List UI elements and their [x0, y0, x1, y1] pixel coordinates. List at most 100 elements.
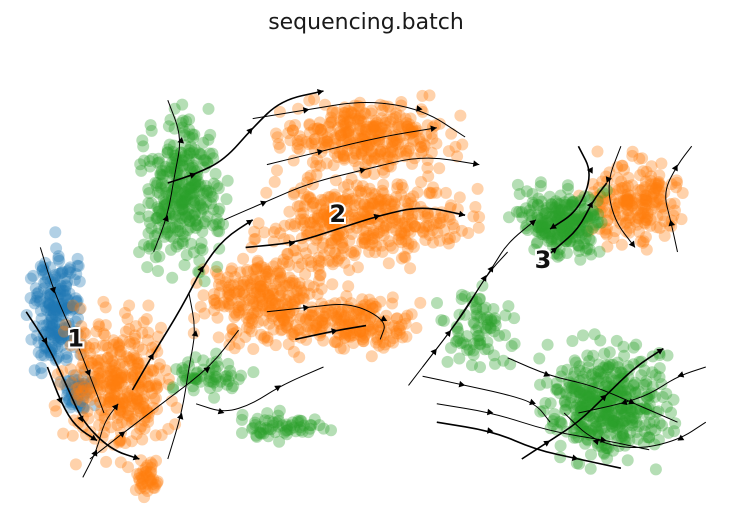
cell-point	[433, 162, 446, 175]
cell-point	[534, 405, 547, 418]
cell-point	[71, 252, 84, 265]
cell-point	[270, 257, 283, 270]
cell-point	[402, 145, 415, 158]
cell-point	[50, 309, 62, 322]
cell-point	[46, 304, 59, 317]
cell-point	[315, 193, 328, 206]
cell-point	[51, 342, 64, 354]
cell-point	[287, 288, 300, 301]
cell-point	[324, 126, 337, 139]
cell-point	[421, 161, 434, 174]
cell-point	[342, 125, 355, 138]
cell-point	[326, 106, 339, 119]
cell-point	[167, 381, 179, 394]
cell-point	[281, 247, 294, 260]
cell-point	[257, 427, 270, 440]
cell-point	[59, 318, 72, 331]
cell-point	[145, 387, 158, 400]
cell-point	[566, 335, 579, 347]
cell-point	[320, 212, 333, 225]
cell-point	[365, 134, 378, 146]
cell-point	[121, 391, 134, 404]
cell-point	[378, 199, 391, 212]
cell-point	[303, 119, 316, 132]
cell-point	[445, 199, 457, 212]
cell-point	[312, 122, 325, 135]
cell-point	[247, 343, 260, 355]
cell-point	[375, 239, 388, 252]
cell-point	[118, 360, 131, 373]
cell-point	[63, 393, 76, 406]
cell-point	[302, 138, 315, 150]
cell-point	[120, 416, 133, 429]
cell-point	[132, 385, 144, 398]
cell-point	[72, 374, 85, 386]
cell-point	[341, 115, 354, 128]
cell-point	[561, 179, 574, 192]
cell-point	[151, 381, 164, 394]
cell-point	[353, 122, 366, 135]
cell-point	[118, 397, 131, 410]
cell-point	[129, 320, 142, 333]
cell-point	[366, 145, 379, 158]
cell-point	[213, 217, 226, 230]
streamline-arrow	[529, 398, 536, 406]
cell-point	[362, 229, 375, 242]
streamline-arrow	[458, 380, 466, 388]
cell-point	[325, 116, 338, 129]
cell-point	[536, 218, 549, 231]
cell-point	[70, 268, 83, 281]
cell-point	[461, 344, 474, 357]
cell-point	[390, 224, 403, 237]
cell-point	[252, 305, 265, 318]
cell-point	[137, 400, 150, 413]
cell-point	[384, 103, 397, 116]
cell-point	[382, 257, 395, 270]
cell-point	[97, 376, 110, 389]
cell-point	[636, 152, 649, 165]
cell-point	[238, 289, 251, 302]
cell-point	[274, 267, 287, 280]
cell-point	[169, 418, 182, 431]
cell-point	[268, 175, 281, 188]
cell-point	[67, 302, 80, 315]
cell-point	[312, 251, 325, 264]
cell-point	[65, 300, 78, 313]
cell-point	[97, 295, 110, 308]
cell-point	[72, 260, 85, 272]
cell-point	[68, 274, 81, 286]
cell-point	[329, 133, 342, 145]
cell-point	[293, 143, 306, 156]
cell-point	[407, 133, 420, 146]
cell-point	[107, 334, 120, 347]
cell-point	[423, 187, 436, 200]
cell-point	[134, 468, 146, 480]
cell-point	[368, 148, 381, 161]
cell-point	[99, 319, 112, 332]
cell-point	[48, 333, 61, 346]
cell-point	[90, 353, 103, 366]
cell-point	[120, 350, 133, 363]
cell-point	[39, 340, 52, 353]
cell-point	[499, 329, 511, 342]
cell-point	[310, 159, 323, 172]
cell-point	[335, 213, 348, 226]
cell-point	[95, 371, 108, 384]
cell-point	[404, 262, 417, 275]
cell-point	[152, 205, 165, 218]
cell-point	[254, 274, 267, 287]
cell-point	[303, 314, 316, 327]
cell-point	[317, 422, 330, 435]
cell-point	[64, 401, 77, 414]
cell-point	[135, 471, 148, 483]
cell-point	[399, 112, 412, 125]
cell-point	[141, 459, 154, 472]
cell-point	[125, 353, 138, 366]
cell-point	[358, 198, 370, 211]
cell-point	[355, 187, 368, 199]
cell-point	[353, 101, 366, 114]
cell-point	[372, 148, 385, 161]
cell-point	[321, 210, 334, 223]
cell-point	[395, 227, 408, 240]
cell-point	[62, 301, 75, 314]
